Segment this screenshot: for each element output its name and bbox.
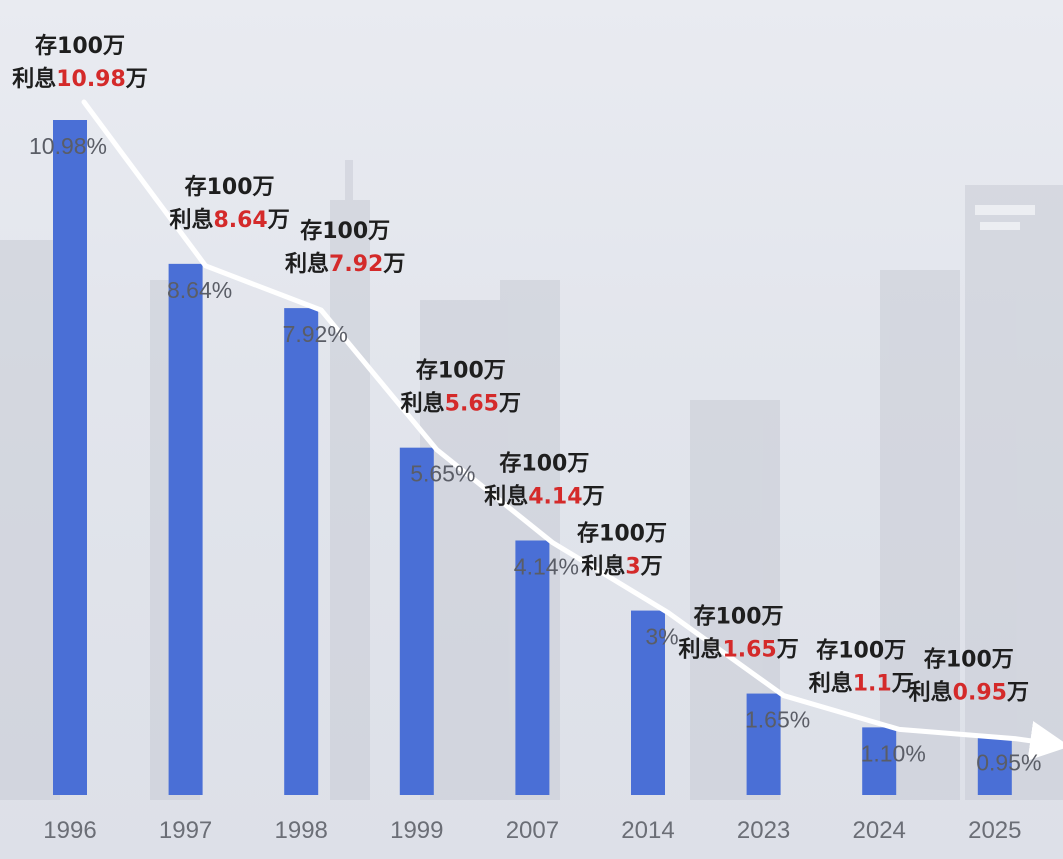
annotation-deposit-text: 存100万	[35, 33, 125, 59]
x-tick-2023: 2023	[737, 817, 790, 844]
bar-2014	[631, 610, 665, 795]
annotation-interest-text: 利息3万	[581, 554, 662, 580]
interest-prefix: 利息	[809, 670, 853, 696]
annotation-deposit-text: 存100万	[816, 637, 906, 663]
value-labels-layer: 10.98% 8.64% 7.92% 5.65% 4.14% 3% 1.65% 1.10% 0.…	[29, 133, 1041, 776]
interest-amount: 3	[625, 555, 640, 580]
bar-2024	[862, 727, 897, 795]
interest-unit: 万	[582, 484, 605, 509]
annotation-interest-text: 利息10.98万	[12, 66, 148, 92]
annotation-deposit-text: 存100万	[577, 521, 667, 547]
interest-unit: 万	[267, 208, 290, 233]
bar-2025	[977, 736, 1012, 795]
interest-amount: 1.65	[722, 638, 776, 663]
interest-amount: 8.64	[213, 208, 267, 233]
x-tick-1998: 1998	[275, 817, 328, 844]
x-tick-1996: 1996	[43, 817, 96, 844]
annotation-interest-text: 利息5.65万	[401, 391, 521, 417]
interest-unit: 万	[776, 638, 799, 663]
bar-1996	[53, 120, 87, 795]
value-label-1997: 8.64%	[167, 277, 232, 303]
trend-arrow-layer	[81, 99, 1063, 761]
interest-prefix: 利息	[678, 637, 722, 663]
x-axis-ticks: 1996 1997 1998 1999 2007 2014 2023 2024 2025	[43, 817, 1021, 844]
bar-1998	[284, 308, 319, 795]
interest-amount: 7.92	[329, 252, 383, 277]
interest-unit: 万	[382, 252, 405, 277]
bar-1999	[399, 447, 434, 795]
interest-prefix: 利息	[285, 251, 329, 277]
x-tick-2014: 2014	[621, 817, 674, 844]
interest-amount: 4.14	[528, 484, 582, 509]
bars-layer	[53, 120, 1012, 796]
annotation-interest-text: 利息8.64万	[169, 207, 289, 233]
x-tick-1997: 1997	[159, 817, 212, 844]
value-label-2025: 0.95%	[976, 750, 1041, 776]
annotation-interest-text: 利息1.65万	[678, 637, 798, 663]
trend-arrow	[81, 99, 1063, 761]
interest-unit: 万	[891, 671, 914, 696]
annotation-deposit-text: 存100万	[416, 358, 506, 384]
value-label-1996: 10.98%	[29, 133, 107, 159]
value-label-1998: 7.92%	[283, 321, 348, 347]
interest-prefix: 利息	[12, 66, 56, 92]
value-label-2024: 1.10%	[861, 740, 926, 766]
value-label-1999: 5.65%	[410, 461, 475, 487]
interest-prefix: 利息	[909, 680, 953, 706]
annotation-deposit-text: 存100万	[694, 604, 784, 630]
annotation-deposit-text: 存100万	[924, 647, 1014, 673]
bar-1997	[168, 263, 203, 796]
interest-prefix: 利息	[169, 207, 213, 233]
interest-prefix: 利息	[484, 483, 528, 509]
bar-2023	[746, 693, 781, 795]
annotation-interest-text: 利息0.95万	[909, 680, 1029, 706]
interest-unit: 万	[125, 67, 148, 92]
x-tick-2025: 2025	[968, 817, 1021, 844]
value-label-2014: 3%	[645, 624, 678, 650]
interest-amount: 1.1	[853, 671, 892, 696]
annotation-deposit-text: 存100万	[300, 218, 390, 244]
bar-2007	[515, 540, 550, 795]
interest-prefix: 利息	[401, 391, 445, 417]
x-tick-2007: 2007	[506, 817, 559, 844]
annotation-interest-text: 利息1.1万	[809, 670, 914, 696]
interest-unit: 万	[498, 392, 521, 417]
x-tick-1999: 1999	[390, 817, 443, 844]
interest-amount: 0.95	[953, 681, 1007, 706]
annotation-interest-text: 利息7.92万	[285, 251, 405, 277]
x-tick-2024: 2024	[853, 817, 906, 844]
annotation-interest-text: 利息4.14万	[484, 483, 604, 509]
interest-amount: 10.98	[56, 67, 126, 92]
annotation-deposit-text: 存100万	[499, 450, 589, 476]
interest-unit: 万	[640, 555, 663, 580]
value-label-2007: 4.14%	[514, 553, 579, 579]
value-label-2023: 1.65%	[745, 707, 810, 733]
interest-amount: 5.65	[445, 392, 499, 417]
annotation-deposit-text: 存100万	[185, 174, 275, 200]
interest-prefix: 利息	[581, 554, 625, 580]
interest-unit: 万	[1006, 681, 1029, 706]
